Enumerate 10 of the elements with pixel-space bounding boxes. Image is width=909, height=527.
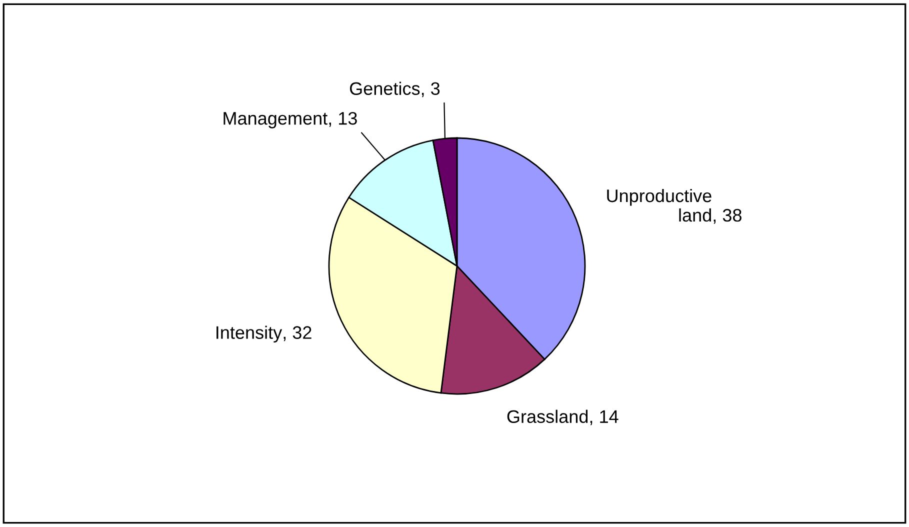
slice-label: Management bbox=[224, 112, 328, 128]
slice-label: Grassland bbox=[507, 410, 588, 424]
data-label: , 32 bbox=[284, 326, 312, 342]
data-label: , 38 bbox=[714, 208, 742, 224]
slice-label: Genetics bbox=[350, 82, 420, 95]
data-label: , 13 bbox=[329, 112, 357, 127]
slice-label: Unproductive land bbox=[607, 188, 712, 222]
data-label: , 14 bbox=[590, 410, 618, 426]
data-label: , 3 bbox=[422, 82, 440, 98]
slice-label: Intensity bbox=[216, 326, 282, 343]
